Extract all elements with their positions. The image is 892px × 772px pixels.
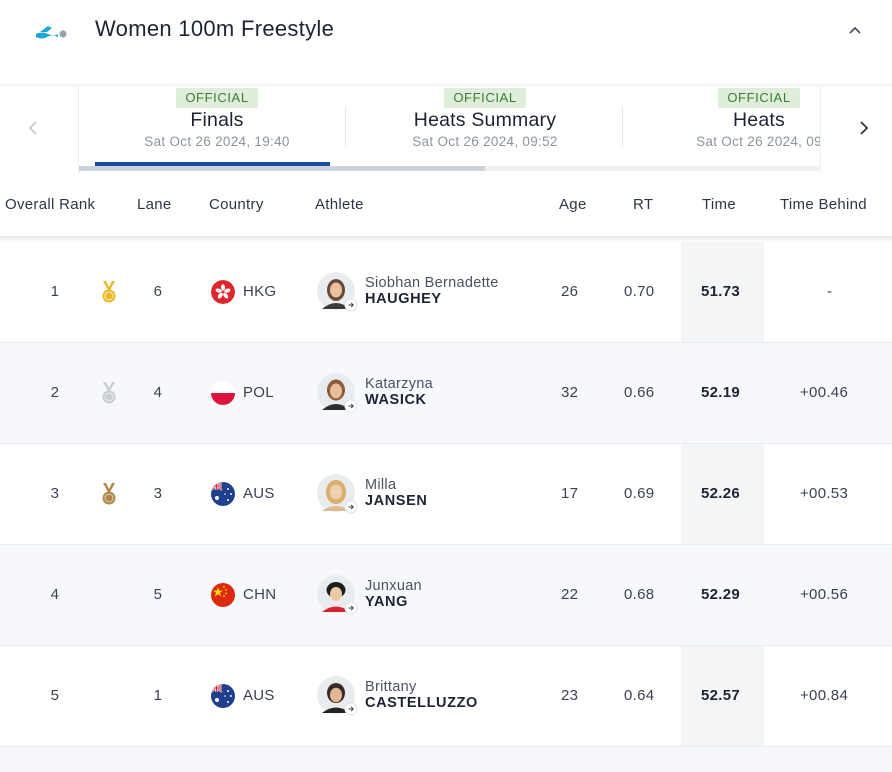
event-header: Women 100m Freestyle xyxy=(0,0,892,62)
age-cell: 23 xyxy=(561,687,579,704)
lane-cell: 6 xyxy=(153,283,163,300)
tab-date: Sat Oct 26 2024, 19:40 xyxy=(144,134,290,149)
column-header-rt[interactable]: RT xyxy=(633,196,654,213)
rank-cell: 1 xyxy=(50,283,60,300)
athlete-avatar[interactable] xyxy=(316,271,358,313)
column-header-lane[interactable]: Lane xyxy=(137,196,172,213)
table-row[interactable] xyxy=(0,747,892,772)
round-tabs: OFFICIAL Finals Sat Oct 26 2024, 19:40 O… xyxy=(78,86,821,174)
table-row[interactable]: 3 3 AUS Milla JANSEN xyxy=(0,444,892,545)
age-cell: 17 xyxy=(561,485,579,502)
lane-cell: 5 xyxy=(153,586,163,603)
athlete-last-name[interactable]: JANSEN xyxy=(365,493,428,509)
time-behind-cell: +00.56 xyxy=(800,586,849,603)
tab-label: Heats Summary xyxy=(413,109,557,131)
results-table-header: Overall Rank Lane Country Athlete Age RT… xyxy=(0,186,892,236)
country-code: AUS xyxy=(243,485,275,502)
time-cell: 52.57 xyxy=(701,687,741,704)
athlete-first-name[interactable]: Junxuan xyxy=(365,578,422,594)
time-behind-cell: - xyxy=(827,283,833,300)
athlete-first-name[interactable]: Brittany xyxy=(365,679,417,695)
reaction-time-cell: 0.69 xyxy=(624,485,655,502)
country-code: AUS xyxy=(243,687,275,704)
rank-cell: 3 xyxy=(50,485,60,502)
athlete-last-name[interactable]: YANG xyxy=(365,594,408,610)
column-header-time[interactable]: Time xyxy=(702,196,736,213)
chevron-left-icon[interactable] xyxy=(24,118,42,138)
hong-kong-flag-icon xyxy=(211,280,235,304)
swimmer-logo-icon xyxy=(36,26,67,39)
time-cell: 52.26 xyxy=(701,485,741,502)
tab-finals[interactable]: OFFICIAL Finals Sat Oct 26 2024, 19:40 xyxy=(79,86,355,166)
tab-heats[interactable]: OFFICIAL Heats Sat Oct 26 2024, 09 xyxy=(621,86,821,166)
page-title: Women 100m Freestyle xyxy=(95,16,335,41)
active-tab-indicator xyxy=(95,162,330,166)
athlete-first-name[interactable]: Katarzyna xyxy=(365,376,433,392)
rank-cell: 2 xyxy=(50,384,60,401)
tab-divider xyxy=(622,106,623,146)
country-code: POL xyxy=(243,384,274,401)
rank-cell: 5 xyxy=(50,687,60,704)
silver-medal-icon xyxy=(102,382,116,404)
lane-cell: 4 xyxy=(153,384,163,401)
tab-heats-summary[interactable]: OFFICIAL Heats Summary Sat Oct 26 2024, … xyxy=(347,86,623,166)
athlete-avatar[interactable] xyxy=(316,574,358,616)
table-row[interactable]: 1 6 HKG Siobhan Bernadette xyxy=(0,242,892,343)
china-flag-icon xyxy=(211,583,235,607)
athlete-avatar[interactable] xyxy=(316,675,358,717)
column-header-athlete[interactable]: Athlete xyxy=(315,196,364,213)
tab-date: Sat Oct 26 2024, 09 xyxy=(696,134,821,149)
time-behind-cell: +00.46 xyxy=(800,384,849,401)
reaction-time-cell: 0.64 xyxy=(624,687,655,704)
table-row[interactable]: 5 1 AUS Brittany CASTELLUZZO 23 0.64 52. xyxy=(0,646,892,747)
column-header-country[interactable]: Country xyxy=(209,196,264,213)
lane-cell: 1 xyxy=(153,687,163,704)
country-code: HKG xyxy=(243,283,277,300)
official-badge: OFFICIAL xyxy=(718,88,800,108)
poland-flag-icon xyxy=(211,381,235,405)
australia-flag-icon xyxy=(211,482,235,506)
time-cell: 52.29 xyxy=(701,586,741,603)
reaction-time-cell: 0.66 xyxy=(624,384,655,401)
tab-label: Heats xyxy=(733,109,785,131)
tabs-scrollbar-thumb[interactable] xyxy=(79,166,485,171)
athlete-first-name[interactable]: Milla xyxy=(365,477,397,493)
age-cell: 22 xyxy=(561,586,579,603)
athlete-avatar[interactable] xyxy=(316,372,358,414)
australia-flag-icon xyxy=(211,684,235,708)
athlete-last-name[interactable]: CASTELLUZZO xyxy=(365,695,478,711)
tab-divider xyxy=(345,106,346,146)
reaction-time-cell: 0.70 xyxy=(624,283,655,300)
tab-label: Finals xyxy=(190,109,244,131)
athlete-avatar[interactable] xyxy=(316,473,358,515)
table-row[interactable]: 2 4 POL Katarzyna WASICK 32 0.66 52.19 +… xyxy=(0,343,892,444)
lane-cell: 3 xyxy=(153,485,163,502)
chevron-right-icon[interactable] xyxy=(855,118,873,138)
tabs-divider xyxy=(0,84,892,88)
time-behind-cell: +00.53 xyxy=(800,485,849,502)
column-header-rank[interactable]: Overall Rank xyxy=(5,196,96,213)
official-badge: OFFICIAL xyxy=(176,88,258,108)
column-header-age[interactable]: Age xyxy=(559,196,587,213)
reaction-time-cell: 0.68 xyxy=(624,586,655,603)
time-cell: 51.73 xyxy=(701,283,741,300)
age-cell: 32 xyxy=(561,384,579,401)
time-column-highlight xyxy=(681,242,764,772)
table-row[interactable]: 4 5 CHN Junxuan YANG 22 0.68 52.29 +00.5… xyxy=(0,545,892,646)
rank-cell: 4 xyxy=(50,586,60,603)
athlete-last-name[interactable]: HAUGHEY xyxy=(365,291,442,307)
official-badge: OFFICIAL xyxy=(444,88,526,108)
chevron-up-icon[interactable] xyxy=(846,22,864,40)
time-behind-cell: +00.84 xyxy=(800,687,849,704)
gold-medal-icon xyxy=(102,281,116,303)
column-header-time-behind[interactable]: Time Behind xyxy=(780,196,867,213)
age-cell: 26 xyxy=(561,283,579,300)
country-code: CHN xyxy=(243,586,277,603)
time-cell: 52.19 xyxy=(701,384,741,401)
bronze-medal-icon xyxy=(102,483,116,505)
athlete-first-name[interactable]: Siobhan Bernadette xyxy=(365,275,499,291)
header-divider xyxy=(0,236,892,242)
athlete-last-name[interactable]: WASICK xyxy=(365,392,427,408)
tab-date: Sat Oct 26 2024, 09:52 xyxy=(412,134,558,149)
